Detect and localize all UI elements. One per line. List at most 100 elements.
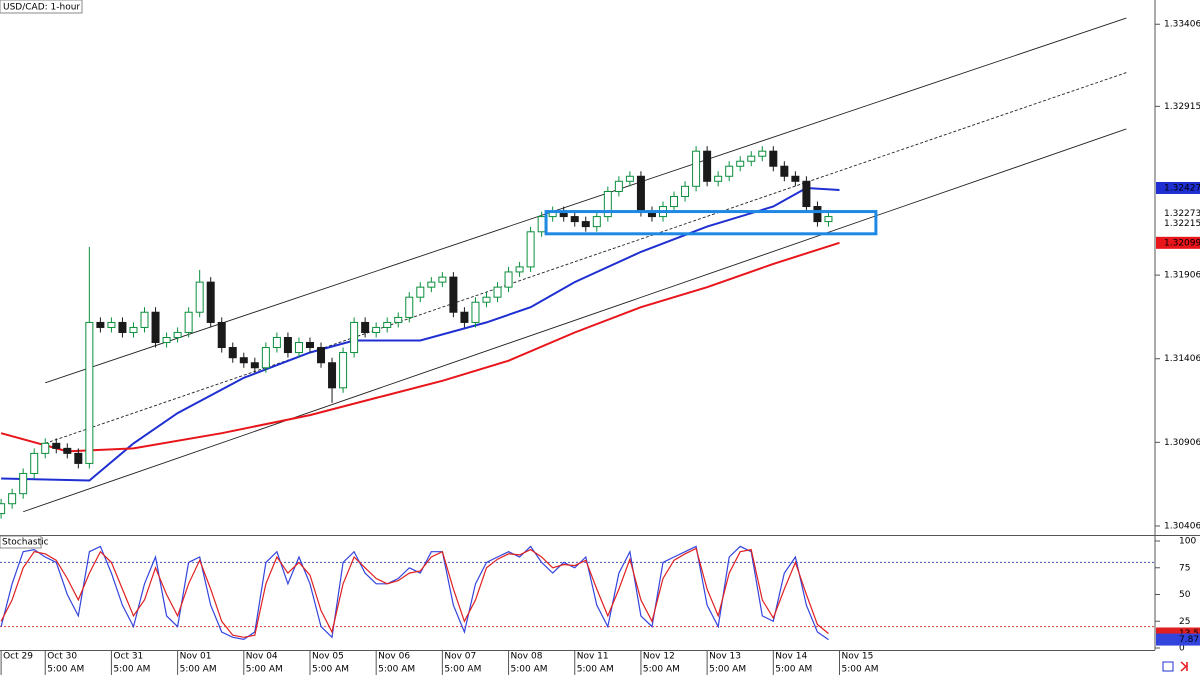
candle-body [162,336,171,344]
x-time-label: 5:00 AM [841,665,878,675]
candle-body [603,190,612,218]
candle-body [570,216,579,223]
candle-body [526,231,535,268]
candle-body [692,150,701,187]
x-time-label: 5:00 AM [113,665,150,675]
price-badge [1156,217,1200,230]
marks: 1.33406 1.32915 1.31906 1.31406 1.30906 1.304… [0,17,1200,675]
candle-body [791,175,800,182]
indicator-title: Stochastic [2,538,49,548]
candle-body [581,221,590,228]
x-tick-label: Oct 31 [113,652,143,662]
candle-body [471,301,480,323]
candle-body [747,155,756,162]
x-tick-label: Nov 08 [511,652,543,662]
stochastic-line [0,547,829,638]
candle-body [438,276,447,283]
y-tick-label: 1.30906 [1164,438,1200,448]
y-tick-label: 25 [1179,617,1190,627]
x-tick-label: Nov 15 [841,652,873,662]
y-tick-label: 50 [1179,590,1191,600]
candle-body [294,342,303,354]
x-tick-label: Nov 05 [312,652,344,662]
x-time-label: 5:00 AM [246,665,283,675]
candle-body [206,281,215,323]
candle-body [625,175,634,182]
channel-line [45,72,1127,444]
candle-body [173,331,182,338]
stochastic-line [0,545,829,641]
x-tick-label: Oct 30 [47,652,77,662]
candle-body [824,216,833,223]
price-badge [1156,236,1200,249]
y-tick-label: 1.30406 [1164,521,1200,531]
price-badge-label: 1.32427 [1164,183,1200,193]
x-tick-label: Nov 11 [577,652,609,662]
price-badge-label: 1.32273 [1164,209,1200,219]
candle-body [63,447,72,454]
candle-body [107,321,116,328]
candle-body [239,357,248,364]
candle-body [118,321,127,333]
channel-line [23,128,1127,513]
x-time-label: 5:00 AM [47,665,84,675]
candle-body [261,347,270,369]
candle-body [272,336,281,349]
candle-body [681,185,690,198]
price-badge-label: 1.32215 [1164,219,1200,229]
candle-body [592,216,601,228]
x-time-label: 5:00 AM [180,665,217,675]
candle-body [151,311,160,344]
candle-body [383,321,392,328]
x-time-label: 5:00 AM [444,665,481,675]
x-time-label: 5:00 AM [775,665,812,675]
x-time-label: 5:00 AM [709,665,746,675]
candle-body [129,326,138,333]
candle-body [41,442,50,454]
x-tick-label: Nov 01 [180,652,212,662]
candle-body [802,180,811,208]
x-tick-label: Nov 13 [709,652,741,662]
candle-body [636,175,645,213]
icon[interactable] [1162,661,1174,672]
x-tick-label: Nov 04 [246,652,278,662]
candle-body [769,150,778,167]
x-time-label: 5:00 AM [577,665,614,675]
icon[interactable] [1180,661,1188,672]
price-badge-label: 1.32099 [1164,238,1200,248]
x-time-label: 5:00 AM [511,665,548,675]
candle-body [339,352,348,389]
x-time-label: 5:00 AM [643,665,680,675]
candle-body [350,321,359,354]
candle-body [8,493,17,505]
candle-body [725,165,734,177]
x-tick-label: Oct 29 [3,652,33,662]
y-tick-label: 1.31906 [1164,271,1200,281]
candle-body [228,347,237,359]
candle-body [493,286,502,298]
candle-body [758,150,767,157]
candle-body [328,362,337,389]
x-tick-label: Nov 06 [378,652,410,662]
value-badge [1156,633,1200,646]
candle-body [703,150,712,182]
candle-body [317,347,326,364]
candle-body [195,281,204,313]
x-time-label: 5:00 AM [312,665,349,675]
candle-body [515,266,524,273]
candle-body [504,271,513,288]
candle-body [482,296,491,303]
candle-body [449,276,458,313]
candle-body [96,321,105,328]
candle-body [405,296,414,318]
y-tick-label: 1.33406 [1164,20,1200,30]
y-tick-label: 0 [1179,644,1185,654]
candle-body [670,196,679,208]
candle-body [394,316,403,323]
candle-body [427,281,436,288]
candle-body [85,321,94,464]
candle-body [614,180,623,192]
moving-average [0,241,840,453]
candle-body [813,206,822,223]
